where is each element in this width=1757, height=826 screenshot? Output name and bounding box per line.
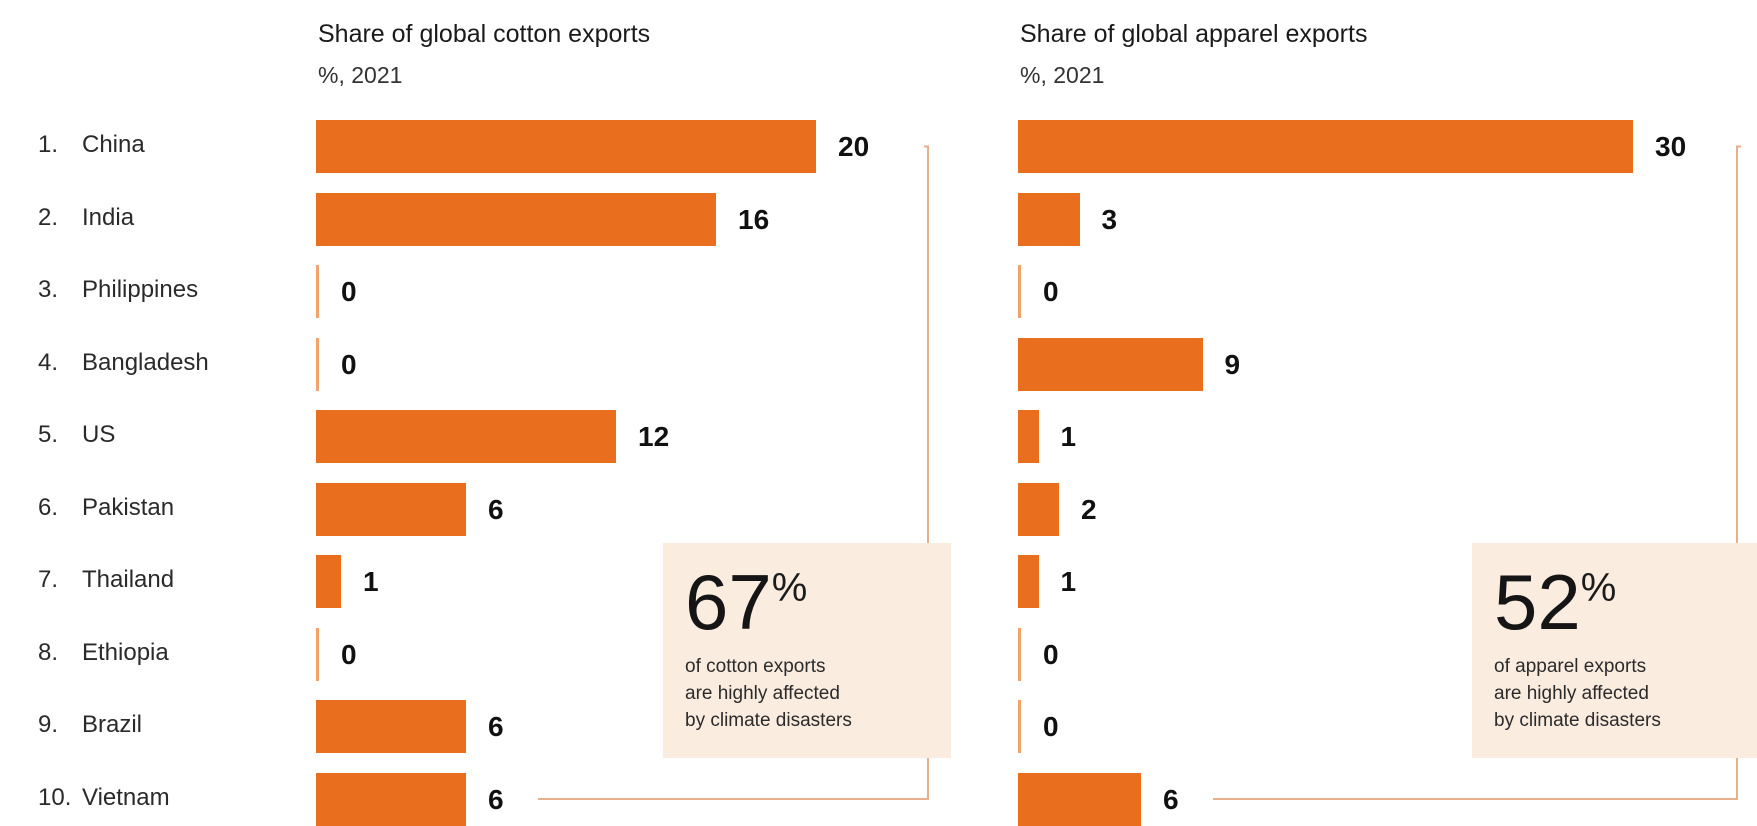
cotton-value-label: 20 <box>838 131 870 162</box>
country-rank: 5. <box>38 421 59 448</box>
cotton-value-label: 6 <box>488 783 504 815</box>
apparel-value-label: 2 <box>1081 493 1097 525</box>
apparel-callout-line: are highly affected <box>1494 683 1649 704</box>
cotton-callout-unit: % <box>771 566 808 610</box>
country-rank: 3. <box>38 276 59 303</box>
apparel-callout-unit: % <box>1580 566 1617 610</box>
apparel-bar <box>1018 192 1080 246</box>
apparel-value-label: 0 <box>1043 638 1059 670</box>
country-rank: 2. <box>38 203 59 231</box>
cotton-value-label: 1 <box>363 566 379 597</box>
apparel-bar <box>1018 337 1203 391</box>
country-rank: 1. <box>38 131 59 158</box>
apparel-chart-subtitle: %, 2021 <box>1020 62 1105 88</box>
country-name: China <box>82 131 145 158</box>
apparel-bar <box>1018 700 1021 753</box>
country-label: 8. Ethiopia <box>38 639 169 667</box>
cotton-bar <box>316 265 319 318</box>
cotton-bar <box>316 700 466 753</box>
apparel-value-label: 6 <box>1163 783 1179 815</box>
country-name: Ethiopia <box>82 638 169 666</box>
country-label: 4. Bangladesh <box>38 349 209 377</box>
country-rank: 7. <box>38 566 59 593</box>
cotton-bar <box>316 555 341 608</box>
apparel-callout-value: 52 <box>1494 558 1581 646</box>
apparel-bar <box>1018 555 1039 608</box>
apparel-value-label: 0 <box>1043 276 1059 307</box>
apparel-bar <box>1018 265 1021 318</box>
country-label: 9. Brazil <box>38 711 142 739</box>
apparel-bar <box>1018 627 1021 681</box>
cotton-callout-line: are highly affected <box>685 683 840 704</box>
cotton-callout: 67% of cotton exports are highly affecte… <box>663 543 951 758</box>
cotton-bar <box>316 120 816 173</box>
apparel-bar <box>1018 120 1633 173</box>
country-label: 10. Vietnam <box>38 784 170 812</box>
country-label: 3. Philippines <box>38 276 198 304</box>
apparel-bar <box>1018 772 1141 826</box>
cotton-bar <box>316 482 466 536</box>
country-name: Vietnam <box>82 783 170 811</box>
cotton-value-label: 6 <box>488 493 504 525</box>
apparel-bar <box>1018 410 1039 463</box>
cotton-bar <box>316 772 466 826</box>
country-name: India <box>82 203 135 231</box>
country-name: Thailand <box>82 566 175 593</box>
cotton-chart-title: Share of global cotton exports <box>318 20 651 48</box>
cotton-value-label: 0 <box>341 638 357 670</box>
cotton-callout-figure: 67% <box>685 563 929 641</box>
country-label: 2. India <box>38 204 134 232</box>
apparel-value-label: 3 <box>1101 203 1118 235</box>
country-label: 1. China <box>38 131 145 159</box>
cotton-value-label: 0 <box>341 348 357 380</box>
country-rank: 6. <box>38 493 59 521</box>
cotton-bar <box>316 410 616 463</box>
country-rank: 10. <box>38 783 72 811</box>
country-label: 7. Thailand <box>38 566 174 594</box>
apparel-bar <box>1018 482 1059 536</box>
country-label: 6. Pakistan <box>38 494 174 522</box>
cotton-bar <box>316 627 319 681</box>
apparel-value-label: 30 <box>1655 131 1687 162</box>
cotton-value-label: 16 <box>738 203 770 235</box>
apparel-callout-line: by climate disasters <box>1494 710 1661 731</box>
apparel-value-label: 1 <box>1060 566 1077 597</box>
apparel-value-label: 1 <box>1060 421 1077 452</box>
country-name: Bangladesh <box>82 348 209 376</box>
apparel-callout: 52% of apparel exports are highly affect… <box>1472 543 1757 758</box>
apparel-callout-line: of apparel exports <box>1494 656 1647 677</box>
country-name: Brazil <box>82 711 143 738</box>
country-name: Pakistan <box>82 493 175 521</box>
country-rank: 9. <box>38 711 59 738</box>
apparel-callout-text: of apparel exports are highly affected b… <box>1494 653 1738 734</box>
cotton-callout-text: of cotton exports are highly affected by… <box>685 653 929 734</box>
cotton-value-label: 6 <box>488 711 504 742</box>
cotton-bar <box>316 192 716 246</box>
cotton-value-label: 12 <box>638 421 670 452</box>
apparel-callout-figure: 52% <box>1494 563 1738 641</box>
apparel-chart-title: Share of global apparel exports <box>1020 20 1368 48</box>
cotton-bar <box>316 337 319 391</box>
apparel-value-label: 9 <box>1224 348 1241 380</box>
apparel-value-label: 0 <box>1043 711 1059 742</box>
cotton-value-label: 0 <box>341 276 357 307</box>
country-rank: 4. <box>38 348 59 376</box>
country-label: 5. US <box>38 421 115 449</box>
country-rank: 8. <box>38 638 59 666</box>
country-name: Philippines <box>82 276 199 303</box>
cotton-callout-line: by climate disasters <box>685 710 852 731</box>
country-name: US <box>82 421 116 448</box>
cotton-callout-value: 67 <box>685 558 772 646</box>
cotton-callout-line: of cotton exports <box>685 656 826 677</box>
cotton-chart-subtitle: %, 2021 <box>318 62 403 88</box>
